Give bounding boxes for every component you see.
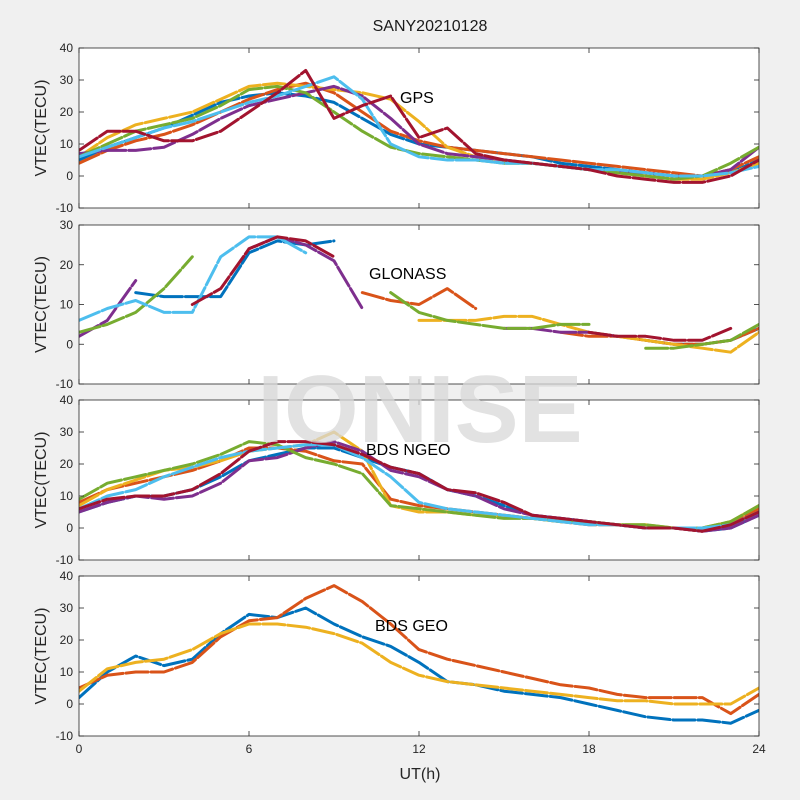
series-line-green: [79, 84, 759, 181]
watermark: IONISE: [257, 356, 582, 463]
y-tick-label: 30: [60, 218, 74, 232]
plot-area: [79, 400, 759, 560]
y-tick-label: 20: [60, 633, 74, 647]
figure-title: SANY20210128: [373, 18, 488, 35]
y-tick-label: 10: [60, 489, 74, 503]
y-axis-label: VTEC(TECU): [33, 80, 50, 177]
series-line-cyan: [79, 75, 759, 178]
x-tick-label: 0: [76, 742, 83, 756]
y-axis-label: VTEC(TECU): [33, 432, 50, 529]
y-tick-label: -10: [56, 377, 74, 391]
x-axis-label: UT(h): [400, 766, 441, 783]
y-tick-label: -10: [56, 553, 74, 567]
x-tick-label: 24: [752, 742, 766, 756]
panel-2: -10 0 10 20 30 VTEC(TECU) GLONASS: [33, 218, 760, 391]
series-line-darkred: [79, 68, 759, 184]
series-group: [79, 235, 759, 354]
y-tick-label: 30: [60, 73, 74, 87]
y-tick-label: 0: [66, 697, 73, 711]
y-tick-label: 10: [60, 665, 74, 679]
panel-annotation: GPS: [400, 90, 434, 107]
panel-annotation: BDS GEO: [375, 618, 448, 635]
series-line-green: [79, 255, 759, 350]
series-line-darkred: [79, 440, 759, 533]
y-tick-label: -10: [56, 201, 74, 215]
series-line-blue: [79, 606, 759, 725]
y-tick-label: 0: [66, 337, 73, 351]
y-tick-label: 10: [60, 137, 74, 151]
panel-3: -10 0 10 20 30 40 VTEC(TECU) BDS NGEO: [33, 393, 760, 567]
y-tick-label: 30: [60, 601, 74, 615]
series-group: [79, 68, 759, 184]
x-tick-label: 12: [412, 742, 426, 756]
y-tick-label: 0: [66, 521, 73, 535]
series-line-darkred: [190, 235, 733, 342]
series-line-orange: [79, 584, 759, 716]
series-group: [79, 430, 759, 533]
y-tick-label: 20: [60, 105, 74, 119]
series-line-cyan: [79, 235, 308, 322]
y-tick-label: 20: [60, 258, 74, 272]
panel-1: -10 0 10 20 30 40 VTEC(TECU) GPS: [33, 41, 760, 215]
y-tick-label: -10: [56, 729, 74, 743]
series-line-green: [79, 440, 759, 530]
y-tick-label: 40: [60, 41, 74, 55]
y-tick-label: 40: [60, 393, 74, 407]
x-tick-label: 6: [246, 742, 253, 756]
series-line-orange: [79, 81, 759, 178]
panel-annotation: BDS NGEO: [366, 442, 450, 459]
y-tick-label: 10: [60, 298, 74, 312]
y-tick-label: 20: [60, 457, 74, 471]
y-axis-label: VTEC(TECU): [33, 608, 50, 705]
y-tick-label: 0: [66, 169, 73, 183]
plot-area: [79, 48, 759, 208]
x-tick-label: 18: [582, 742, 596, 756]
y-tick-label: 40: [60, 569, 74, 583]
panel-annotation: GLONASS: [369, 266, 446, 283]
y-axis-label: VTEC(TECU): [33, 256, 50, 353]
y-tick-label: 30: [60, 425, 74, 439]
series-line-yellow: [79, 622, 759, 706]
series-group: [79, 584, 759, 725]
plot-area: [79, 576, 759, 736]
